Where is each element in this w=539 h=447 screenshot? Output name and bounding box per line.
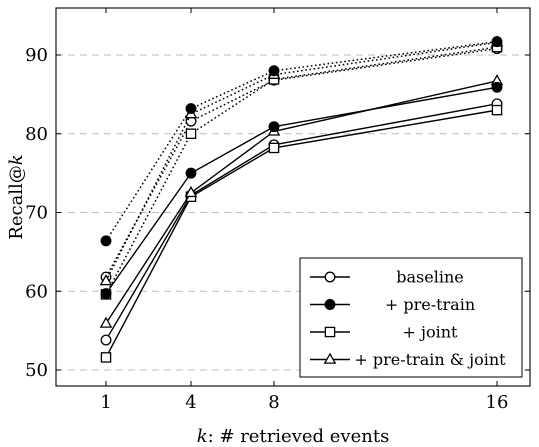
legend-marker-1 (324, 299, 336, 310)
legend-entry-2: + joint (310, 323, 458, 342)
legend-label-2: + joint (403, 323, 459, 342)
y-tick-label-80: 80 (25, 124, 48, 145)
legend-label-0: baseline (396, 268, 463, 287)
y-tick-label-90: 90 (25, 45, 48, 66)
data-point-5-0 (100, 235, 112, 247)
x-tick-label-4: 4 (185, 392, 196, 413)
data-point-2-2 (268, 142, 280, 154)
data-point-1-1 (185, 167, 197, 179)
y-tick-label-60: 60 (25, 281, 48, 302)
legend-marker-0 (324, 271, 336, 283)
series-line-3 (105, 80, 498, 324)
series-line-2 (105, 109, 498, 358)
legend-box (299, 257, 523, 378)
data-point-7-0 (99, 274, 113, 286)
data-point-1-2 (268, 121, 280, 133)
series-1 (100, 81, 503, 300)
legend-label-1: + pre-train (385, 295, 475, 314)
data-point-3-0 (99, 316, 113, 328)
legend-marker-2 (324, 326, 336, 338)
series-line-0 (105, 103, 498, 341)
data-point-1-0 (100, 288, 112, 300)
data-point-6-1 (185, 128, 197, 139)
legend-entry-1: + pre-train (310, 295, 475, 314)
data-point-2-3 (491, 104, 503, 116)
y-ticks: 50 60 70 80 90 (25, 45, 530, 381)
data-point-3-1 (184, 185, 198, 198)
data-point-5-2 (268, 65, 280, 77)
legend-label-3: + pre-train & joint (354, 350, 506, 369)
legend-entry-0: baseline (310, 268, 464, 287)
y-axis-label: Recall@k (6, 154, 27, 239)
series-line-5 (105, 40, 498, 242)
series-line-1 (105, 86, 498, 295)
x-axis-label: k: # retrieved events (197, 426, 390, 447)
plot-area-frame (55, 7, 531, 387)
x-tick-label-8: 8 (268, 392, 279, 413)
legend: baseline + pre-train + joint + pre-train & … (299, 257, 523, 378)
series-line-7 (105, 41, 498, 282)
y-tick-label-50: 50 (25, 360, 48, 381)
x-tick-label-16: 16 (486, 392, 509, 413)
data-point-1-3 (491, 81, 503, 93)
x-ticks: 1 4 8 16 (100, 8, 508, 413)
x-tick-label-1: 1 (100, 392, 111, 413)
legend-entry-3: + pre-train & joint (310, 350, 506, 369)
data-point-5-1 (185, 103, 197, 115)
data-point-5-3 (491, 36, 503, 48)
data-point-2-0 (100, 352, 112, 363)
series-line-6 (105, 46, 498, 295)
data-point-0-0 (100, 334, 112, 346)
y-tick-label-70: 70 (25, 203, 48, 224)
series-5 (100, 36, 503, 247)
series-line-4 (105, 47, 498, 278)
series-layer (99, 35, 504, 363)
legend-marker-3 (323, 352, 337, 364)
